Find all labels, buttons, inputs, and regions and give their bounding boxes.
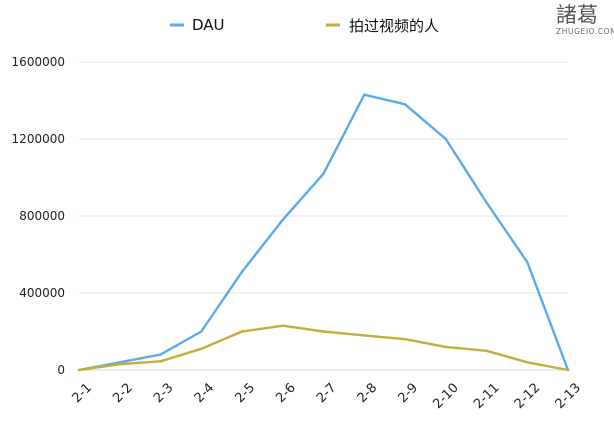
legend-label-dau: DAU [192, 16, 225, 34]
data-point-video-users [485, 349, 488, 352]
data-point-dau [444, 137, 447, 141]
logo-text-cn: 諸葛 [556, 3, 598, 27]
data-point-dau [403, 103, 407, 106]
data-point-video-users [240, 330, 244, 333]
data-point-video-users [159, 360, 162, 363]
x-tick-label: 2-10 [430, 380, 461, 411]
x-tick-label: 2-3 [151, 380, 177, 406]
zhuge-logo: 諸葛 ZHUGEIO.COM [556, 3, 614, 36]
x-tick-label: 2-8 [355, 380, 381, 406]
data-point-dau [485, 201, 488, 204]
data-point-video-users [403, 338, 407, 341]
legend-label-video-users: 拍过视频的人 [349, 17, 439, 35]
x-tick-label: 2-9 [395, 380, 421, 406]
x-tick-label: 2-11 [471, 380, 502, 411]
x-tick-label: 2-7 [314, 380, 340, 406]
x-tick-label: 2-12 [512, 380, 543, 411]
data-point-dau [200, 330, 203, 333]
data-point-video-users [444, 345, 447, 349]
x-tick-label: 2-2 [110, 380, 136, 406]
y-tick-label: 1200000 [12, 132, 65, 146]
data-point-dau [240, 270, 244, 274]
x-tick-label: 2-1 [69, 380, 95, 406]
x-axis-ticks: 2-1 2-2 2-3 2-4 2-5 2-6 2-7 2-8 2-9 2-10 2-11 2-12 2… [69, 380, 584, 411]
y-tick-label: 0 [57, 363, 65, 377]
data-point-dau [363, 93, 366, 96]
data-point-dau [322, 172, 325, 175]
data-point-video-users [281, 324, 284, 327]
data-point-video-users [200, 347, 203, 351]
data-point-dau [118, 361, 121, 364]
data-point-video-users [77, 368, 81, 372]
series-group [77, 93, 570, 372]
y-tick-label: 1600000 [12, 55, 65, 69]
logo-text-en: ZHUGEIO.COM [556, 27, 614, 36]
data-point-dau [159, 353, 162, 356]
x-tick-label: 2-4 [192, 380, 218, 406]
y-axis-ticks: 0 400000 800000 1200000 1600000 [12, 55, 65, 377]
x-tick-label: 2-6 [273, 380, 299, 406]
x-tick-label: 2-5 [232, 380, 258, 406]
data-point-video-users [526, 361, 529, 364]
data-point-video-users [363, 334, 366, 337]
gridlines [79, 61, 568, 371]
series-line-dau [77, 93, 570, 372]
data-point-video-users [566, 368, 570, 372]
data-point-dau [526, 261, 529, 264]
x-tick-label: 2-13 [553, 380, 584, 411]
data-point-video-users [322, 330, 325, 333]
data-point-dau [281, 218, 284, 222]
y-tick-label: 400000 [19, 286, 65, 300]
data-point-video-users [118, 363, 121, 366]
legend: DAU 拍过视频的人 [170, 16, 439, 35]
y-tick-label: 800000 [19, 209, 65, 223]
